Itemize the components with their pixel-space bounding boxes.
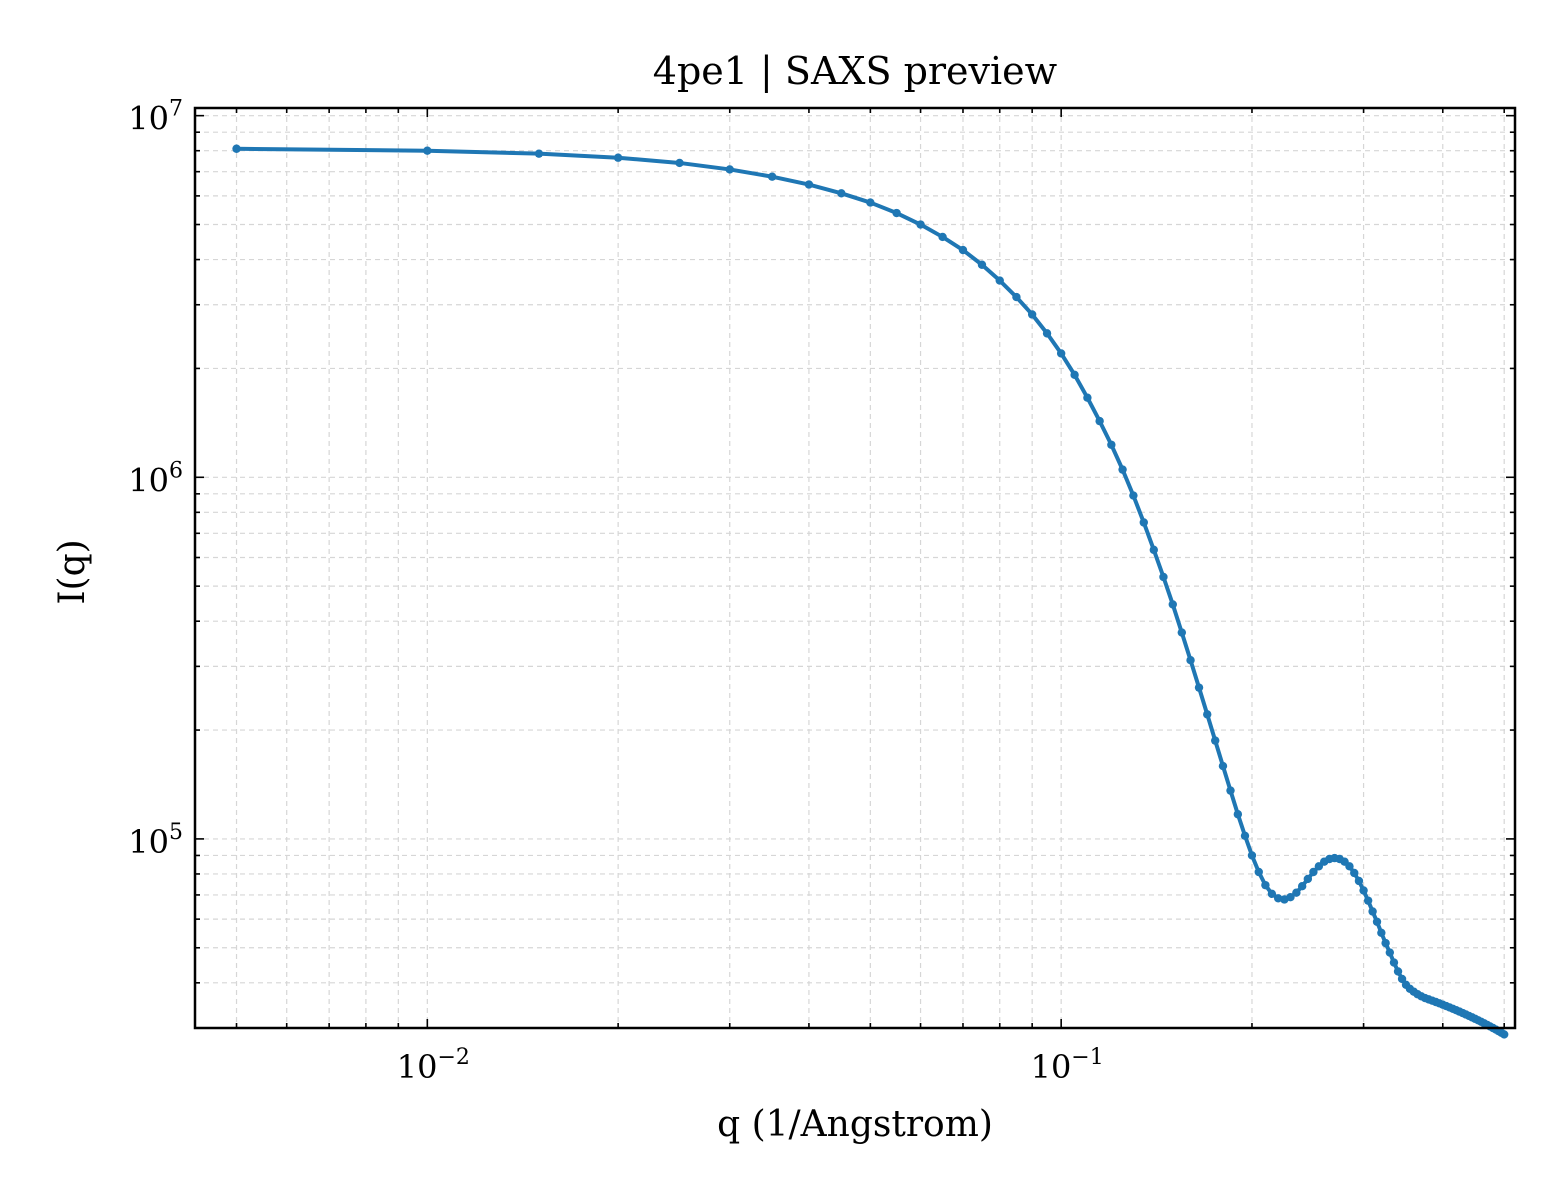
data-point <box>1095 416 1104 426</box>
data-point <box>995 276 1004 285</box>
x-tick-label: 10−2 <box>397 1045 470 1086</box>
data-point <box>534 149 544 158</box>
y-tick-label: 106 <box>128 458 183 499</box>
major-ticks <box>195 108 1515 1028</box>
data-point <box>1056 349 1066 358</box>
data-point <box>892 208 901 218</box>
y-axis-label: I(q) <box>52 539 93 604</box>
data-point <box>1203 710 1212 719</box>
data-point <box>1385 948 1395 957</box>
data-point <box>1139 518 1148 527</box>
data-point <box>1233 810 1243 819</box>
data-point <box>916 220 925 229</box>
data-point <box>1159 572 1168 582</box>
data-point <box>1345 862 1354 871</box>
data-point <box>1129 491 1138 500</box>
data-point <box>977 260 987 269</box>
data-point <box>1226 786 1235 795</box>
data-point <box>1286 892 1295 902</box>
data-point <box>675 158 684 168</box>
data-point <box>423 146 432 155</box>
data-point <box>1381 938 1390 948</box>
data-point <box>1194 683 1204 692</box>
data-point <box>1372 917 1382 926</box>
data-point <box>1118 465 1127 474</box>
data-point <box>938 232 947 242</box>
data-point <box>1354 876 1364 886</box>
data-point <box>1149 545 1158 555</box>
data-point <box>1359 886 1368 895</box>
data-point <box>1363 896 1373 905</box>
data-point <box>613 153 623 162</box>
data-point <box>1267 889 1277 899</box>
data-point <box>1389 958 1399 967</box>
data-point <box>1027 310 1037 319</box>
data-point <box>804 180 814 189</box>
data-point <box>1211 736 1220 745</box>
data-point <box>1218 761 1228 771</box>
data-point <box>1393 967 1403 976</box>
data-point <box>1377 928 1386 938</box>
data-point <box>1350 868 1359 878</box>
data-point <box>866 198 875 207</box>
data-point <box>1500 1030 1509 1039</box>
data-point <box>1168 600 1177 609</box>
data-point <box>232 144 241 153</box>
data-point <box>1070 370 1079 380</box>
data-point <box>1186 656 1195 665</box>
series <box>232 144 1509 1039</box>
data-point <box>1309 867 1318 877</box>
y-tick-label: 105 <box>128 820 183 861</box>
data-point <box>1177 628 1187 637</box>
data-point <box>1297 882 1307 891</box>
data-point <box>1303 874 1313 884</box>
x-axis-label: q (1/Angstrom) <box>717 1104 993 1145</box>
data-point <box>958 245 968 255</box>
data-point <box>725 165 734 174</box>
data-point <box>837 189 846 198</box>
y-tick-label: 107 <box>128 97 183 138</box>
data-point <box>1261 880 1270 890</box>
tick-labels: 10−2 10−1 105 106 107 <box>128 97 1103 1086</box>
chart-title: 4pe1 | SAXS preview <box>653 49 1058 93</box>
plot-frame <box>193 106 1517 1030</box>
x-tick-label: 10−1 <box>1031 1045 1104 1086</box>
data-point <box>1083 393 1092 402</box>
data-point <box>1368 907 1377 916</box>
data-point <box>767 172 777 181</box>
data-point <box>1292 888 1301 897</box>
data-point <box>1247 851 1257 860</box>
data-point <box>1012 292 1021 302</box>
data-point <box>1240 831 1250 840</box>
data-point <box>1254 867 1263 877</box>
data-point <box>1042 329 1052 338</box>
data-point <box>1107 440 1116 449</box>
